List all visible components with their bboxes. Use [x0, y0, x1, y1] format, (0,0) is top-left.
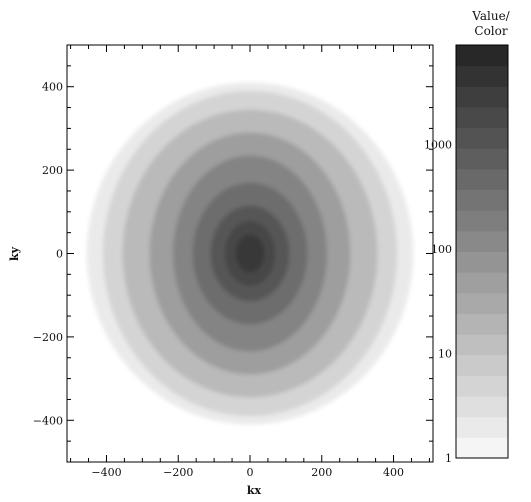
colorbar-swatch: [456, 189, 508, 211]
contour-band-8: [235, 234, 265, 273]
y-tick-label: −400: [33, 414, 63, 427]
colorbar-swatch: [456, 86, 508, 108]
colorbar-title-line2: Color: [474, 24, 507, 38]
colorbar-swatch: [456, 292, 508, 314]
colorbar-swatch: [456, 210, 508, 232]
colorbar-swatch: [456, 106, 508, 129]
colorbar-swatch: [456, 272, 508, 294]
x-tick-label: 400: [383, 466, 404, 479]
heatmap-layer: [86, 82, 414, 425]
colorbar-tick-label: 100: [431, 243, 452, 256]
colorbar-swatch: [456, 230, 508, 252]
colorbar-swatch: [456, 127, 508, 149]
colorbar-swatch: [456, 396, 508, 418]
y-tick-label: 0: [56, 248, 63, 261]
colorbar-swatch: [456, 65, 508, 87]
colorbar-tick-label: 1000: [424, 139, 452, 152]
colorbar-swatch: [456, 334, 508, 356]
x-tick-label: −200: [163, 466, 193, 479]
colorbar-title-line1: Value/: [471, 9, 510, 23]
axes-layer: −400 −200 0 200 400 −400 −200 0 200 400: [33, 44, 433, 479]
colorbar: 1 10 100 1000: [424, 44, 509, 465]
x-tick-label: 200: [311, 466, 332, 479]
colorbar-tick-label: 10: [438, 348, 452, 361]
colorbar-swatch: [456, 45, 508, 67]
colorbar-swatch: [456, 313, 508, 335]
colorbar-swatch: [456, 375, 508, 397]
colorbar-swatch: [456, 148, 508, 170]
colorbar-swatch: [456, 354, 508, 376]
y-axis-label: ky: [8, 246, 21, 261]
x-tick-label: 0: [247, 466, 254, 479]
y-tick-label: 200: [42, 164, 63, 177]
x-tick-label: −400: [91, 466, 121, 479]
y-tick-label: 400: [42, 81, 63, 94]
colorbar-tick-label: 1: [445, 452, 452, 465]
colorbar-swatch: [456, 416, 508, 438]
colorbar-swatch: [456, 251, 508, 273]
y-tick-label: −200: [33, 331, 63, 344]
colorbar-swatch: [456, 437, 508, 459]
colorbar-frame: [455, 44, 509, 459]
x-axis-label: kx: [247, 484, 262, 497]
colorbar-swatch: [456, 168, 508, 191]
